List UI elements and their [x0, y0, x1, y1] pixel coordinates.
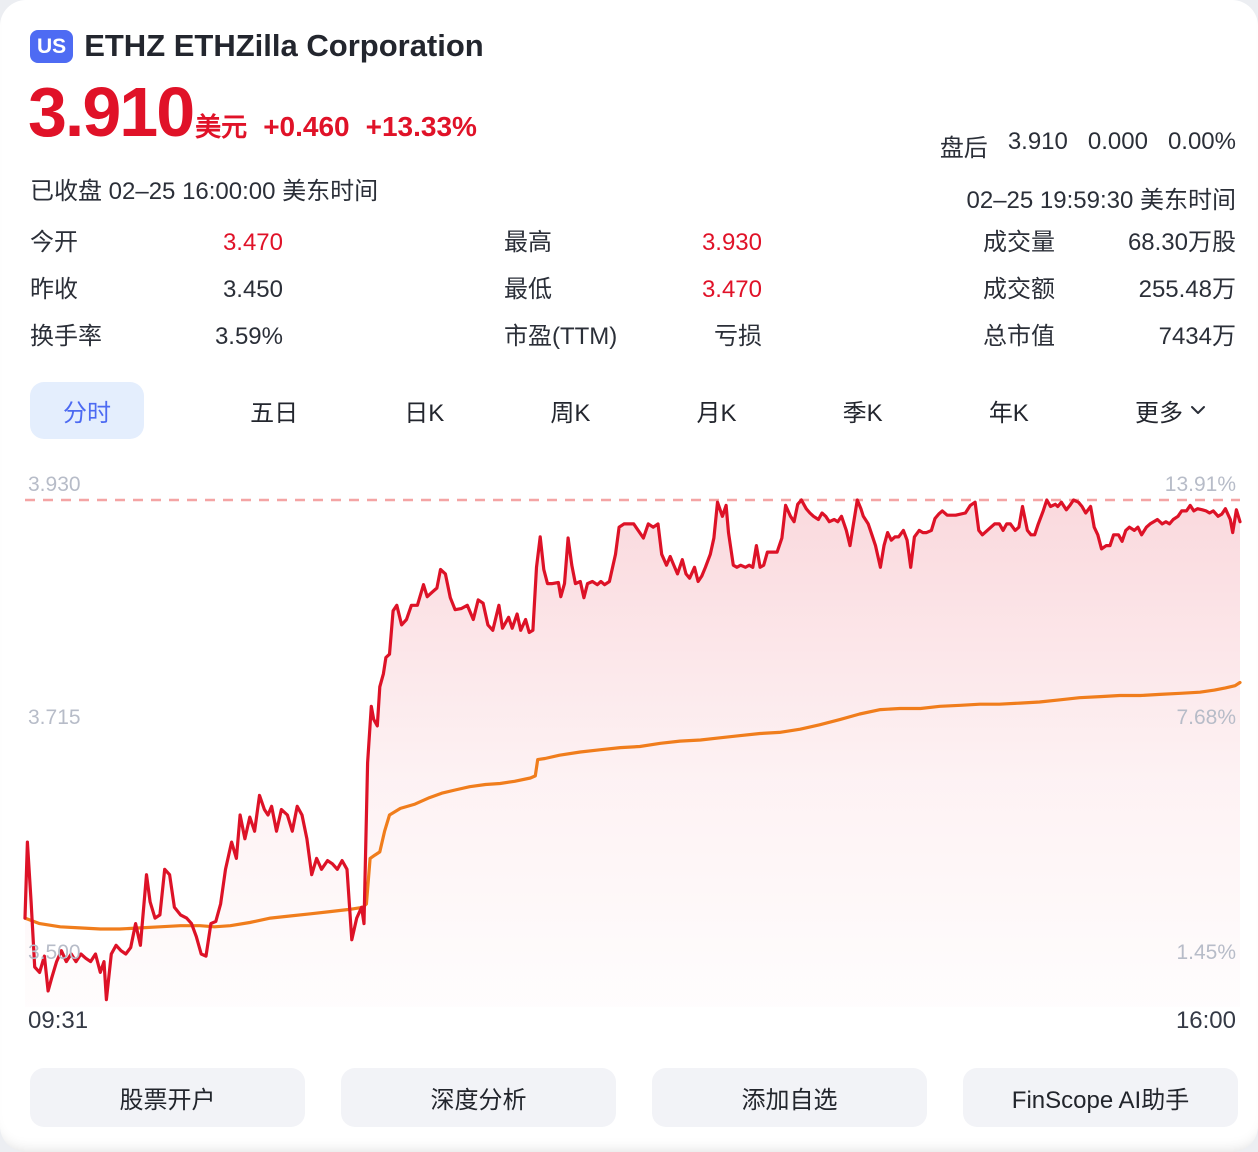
after-hours-change: 0.000 [1087, 128, 1148, 155]
currency-label: 美元 [195, 112, 248, 142]
stat-market-cap: 总市值 7434万 [983, 323, 1236, 350]
y-tick-bottom-price: 3.500 [28, 941, 81, 964]
tab-daily-k[interactable]: 日K [404, 399, 445, 427]
y-tick-top-price: 3.930 [28, 473, 81, 496]
tab-more[interactable]: 更多 [1135, 393, 1206, 428]
stat-high: 最高 3.930 [504, 229, 762, 256]
current-price: 3.910 [28, 73, 195, 151]
stat-volume: 成交量 68.30万股 [983, 229, 1236, 256]
chart-canvas [23, 498, 1242, 1007]
tab-intraday[interactable]: 分时 [30, 381, 144, 439]
price-change: +0.460 [263, 111, 350, 142]
finscope-ai-button[interactable]: FinScope AI助手 [963, 1068, 1238, 1127]
avg-price-line [23, 680, 1242, 931]
x-label-close-time: 16:00 [1175, 1007, 1236, 1034]
chevron-down-icon [1190, 406, 1205, 414]
price-change-percent: +13.33% [365, 111, 477, 142]
stat-amount: 成交额 255.48万 [983, 276, 1236, 303]
after-hours-quote: 盘后 3.910 0.000 0.00% [940, 128, 1236, 163]
y-tick-bottom-percent: 1.45% [1176, 941, 1236, 964]
after-hours-block: 盘后 3.910 0.000 0.00% 02–25 19:59:30 美东时间 [940, 128, 1236, 215]
stats-grid: 今开 3.470 昨收 3.450 换手率 3.59% 最高 3.930 最低 … [30, 219, 1236, 360]
deep-analysis-button[interactable]: 深度分析 [341, 1068, 616, 1127]
intraday-chart[interactable]: 3.930 13.91% 3.715 7.68% 3.500 1.45% 09:… [0, 455, 1258, 1047]
tab-quarterly-k[interactable]: 季K [842, 399, 883, 427]
period-tabs: 分时 五日 日K 周K 月K 季K 年K 更多 [30, 381, 1206, 439]
add-watchlist-button[interactable]: 添加自选 [652, 1068, 927, 1127]
footer-actions: 股票开户 深度分析 添加自选 FinScope AI助手 [30, 1068, 1238, 1127]
market-badge-us: US [30, 29, 74, 63]
after-hours-time: 02–25 19:59:30 美东时间 [966, 187, 1237, 214]
header: US ETHZ ETHZilla Corporation [30, 28, 484, 64]
stat-prev-close: 昨收 3.450 [30, 276, 283, 303]
stat-low: 最低 3.470 [504, 276, 762, 303]
stats-column-2: 最高 3.930 最低 3.470 市盈(TTM) 亏损 [504, 219, 762, 360]
stat-pe-ttm: 市盈(TTM) 亏损 [504, 323, 762, 350]
stats-column-1: 今开 3.470 昨收 3.450 换手率 3.59% [30, 219, 283, 360]
open-account-button[interactable]: 股票开户 [30, 1068, 305, 1127]
y-tick-mid-price: 3.715 [28, 706, 81, 729]
y-tick-mid-percent: 7.68% [1176, 706, 1236, 729]
y-tick-top-percent: 13.91% [1164, 473, 1236, 496]
tab-weekly-k[interactable]: 周K [550, 399, 591, 427]
after-hours-label: 盘后 [939, 135, 988, 162]
tab-monthly-k[interactable]: 月K [696, 399, 737, 427]
stock-title: ETHZ ETHZilla Corporation [84, 28, 484, 63]
after-hours-price: 3.910 [1007, 128, 1068, 155]
after-hours-change-percent: 0.00% [1167, 128, 1236, 155]
x-label-open-time: 09:31 [28, 1007, 89, 1034]
stat-open: 今开 3.470 [30, 229, 283, 256]
price-area-fill [25, 500, 1240, 1007]
tab-yearly-k[interactable]: 年K [988, 399, 1029, 427]
stats-column-3: 成交量 68.30万股 成交额 255.48万 总市值 7434万 [983, 219, 1236, 360]
price-line [23, 498, 1242, 1002]
tab-5day[interactable]: 五日 [250, 399, 299, 427]
stat-turnover-rate: 换手率 3.59% [30, 323, 283, 350]
price-row: 3.910 美元 +0.460 +13.33% [28, 72, 477, 152]
market-status-line: 已收盘 02–25 16:00:00 美东时间 [30, 178, 379, 205]
